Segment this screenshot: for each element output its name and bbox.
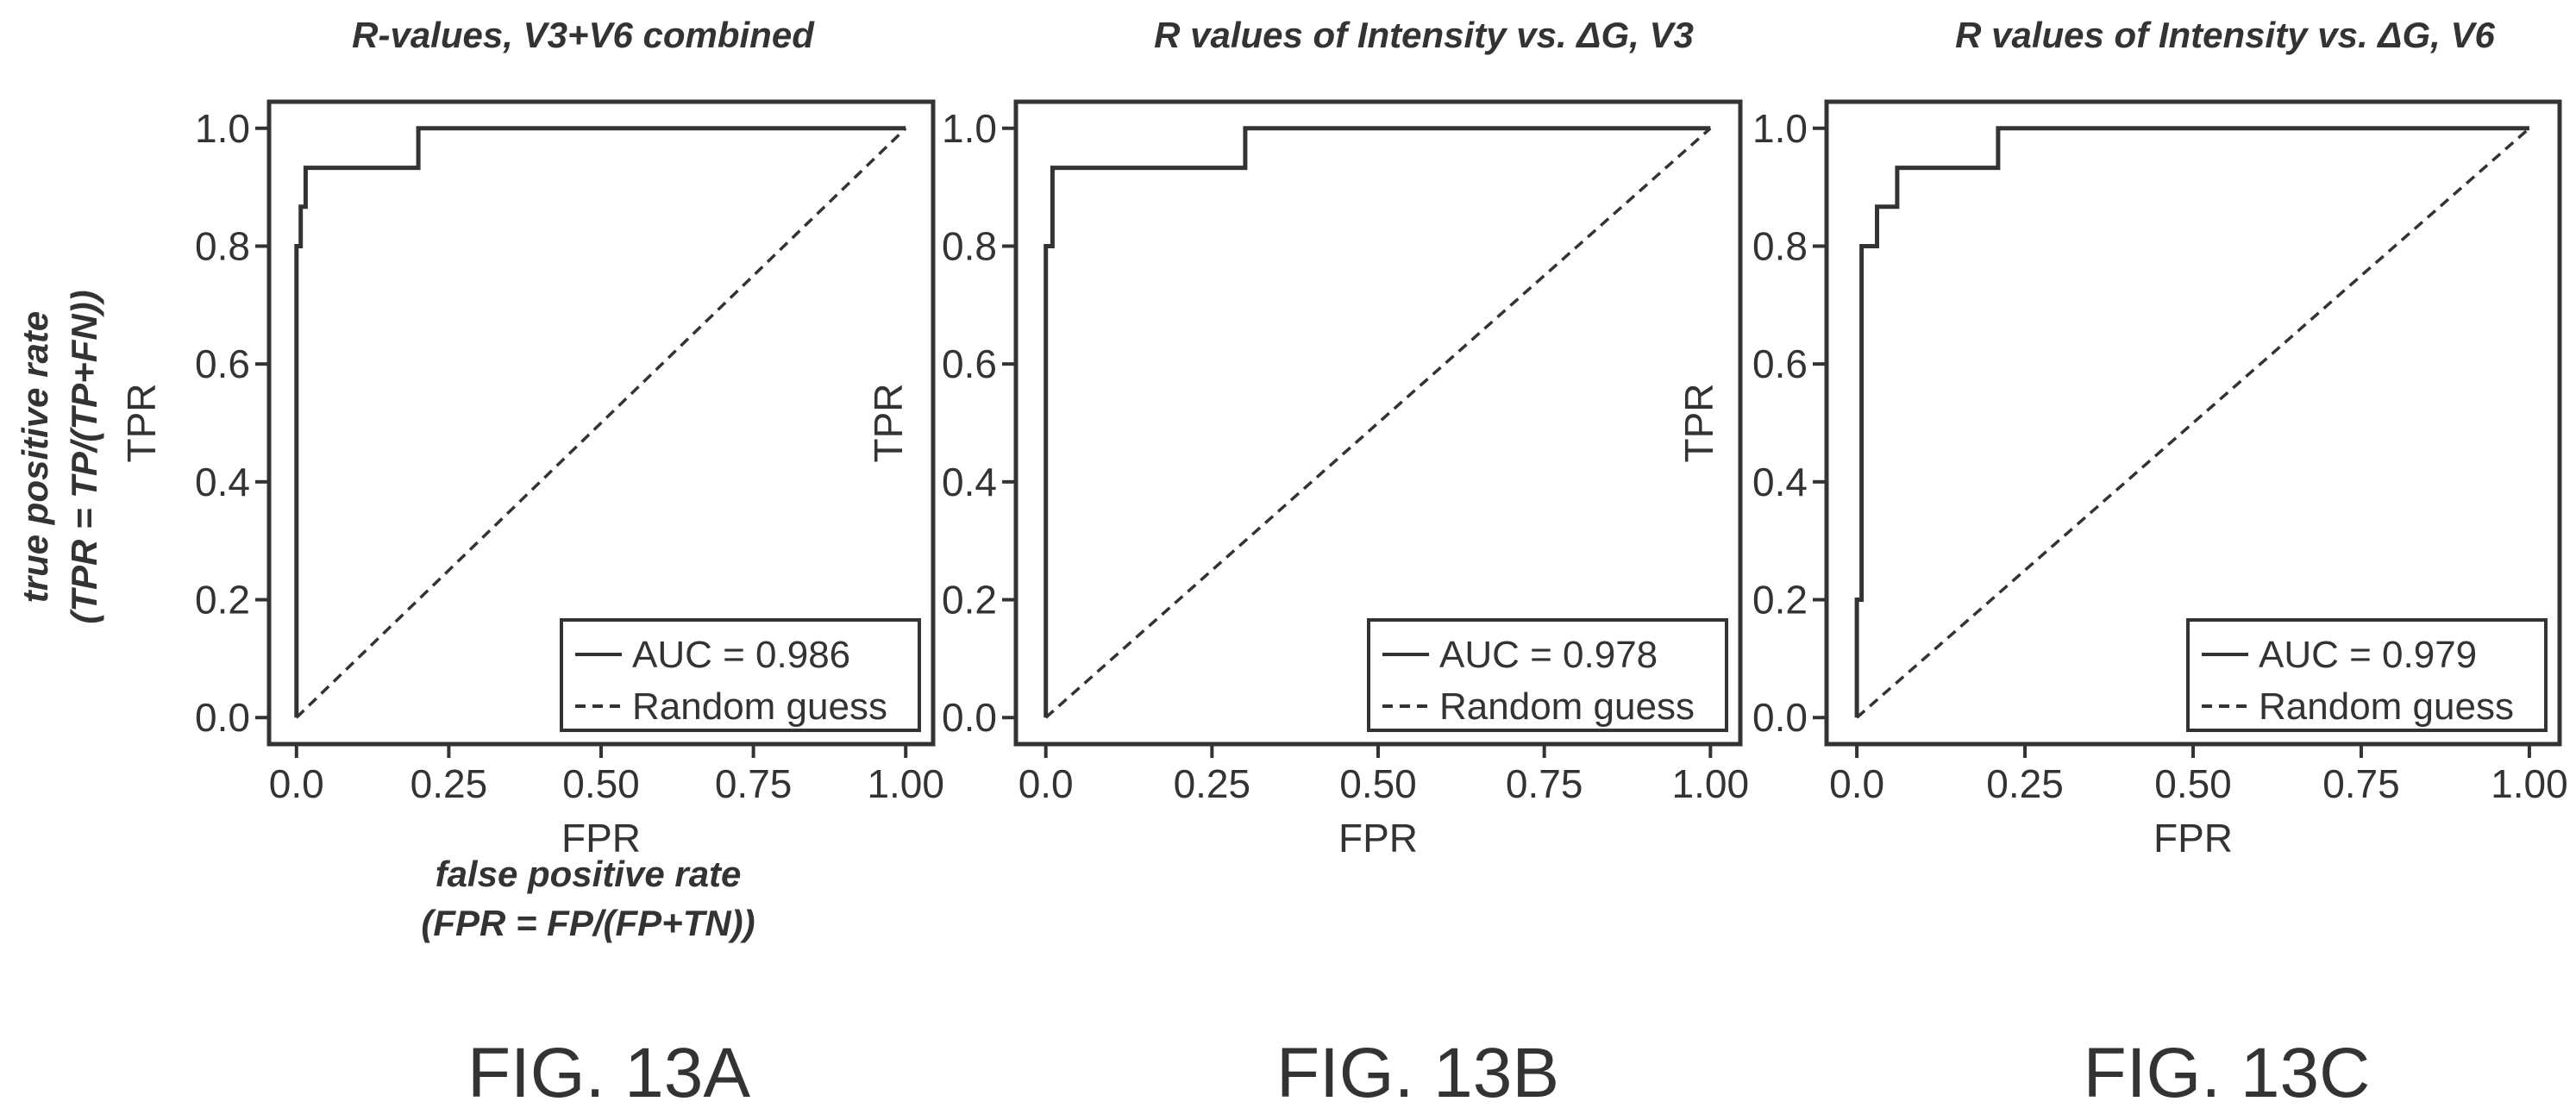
chart-b-x-tick-label: 0.75 xyxy=(1506,761,1583,806)
chart-c-x-tick-label: 0.25 xyxy=(1986,761,2064,806)
chart-a-y-tick-label: 0.8 xyxy=(195,223,250,268)
chart-c-x-axis-label: FPR xyxy=(2153,816,2233,861)
y-axis-note-line2: (TPR = TP/(TP+FN)) xyxy=(64,290,104,623)
chart-c-x-tick-label: 1.00 xyxy=(2491,761,2568,806)
chart-a-y-tick-label: 0.4 xyxy=(195,460,250,504)
chart-b-legend-entry: Random guess xyxy=(1439,685,1695,728)
chart-c-y-tick-label: 1.0 xyxy=(1752,106,1808,151)
chart-b-y-tick-label: 0.4 xyxy=(942,460,997,504)
chart-c-legend-box xyxy=(2186,618,2548,732)
chart-b-x-tick-label: 0.25 xyxy=(1174,761,1251,806)
chart-b-y-tick-label: 0.0 xyxy=(942,695,997,740)
chart-a-random-guess-line xyxy=(295,127,907,719)
chart-c-x-tick-label: 0.0 xyxy=(1829,761,1884,806)
chart-a-x-tick-label: 0.50 xyxy=(562,761,640,806)
chart-b-x-tick-label: 1.00 xyxy=(1672,761,1750,806)
chart-a-x-tick-label: 1.00 xyxy=(867,761,944,806)
x-axis-note-line1: false positive rate xyxy=(436,854,742,894)
x-axis-note-line2: (FPR = FP/(FP+TN)) xyxy=(421,903,755,943)
chart-a-x-tick-label: 0.0 xyxy=(269,761,324,806)
chart-c-x-tick-label: 0.50 xyxy=(2154,761,2232,806)
chart-c-title: R values of Intensity vs. ΔG, V6 xyxy=(1955,15,2495,55)
chart-c-y-tick-label: 0.2 xyxy=(1752,578,1808,623)
chart-a-y-axis-label: TPR xyxy=(119,384,164,463)
chart-b-roc-curve xyxy=(1044,126,1711,718)
chart-b-x-tick-label: 0.50 xyxy=(1339,761,1417,806)
chart-a-title: R-values, V3+V6 combined xyxy=(352,15,815,55)
chart-b-figure-label: FIG. 13B xyxy=(1276,1034,1559,1112)
chart-b-y-tick-label: 1.0 xyxy=(942,106,997,151)
chart-b-x-tick-label: 0.0 xyxy=(1018,761,1074,806)
chart-b-y-tick-label: 0.2 xyxy=(942,578,997,623)
chart-c-y-tick-label: 0.0 xyxy=(1752,695,1808,740)
chart-a-x-axis-label: FPR xyxy=(561,816,641,861)
chart-c-figure-label: FIG. 13C xyxy=(2084,1034,2371,1112)
chart-b-y-tick-label: 0.6 xyxy=(942,341,997,386)
chart-a-y-tick-label: 0.6 xyxy=(195,341,250,386)
chart-b-x-axis-label: FPR xyxy=(1338,816,1418,861)
chart-a-figure-label: FIG. 13A xyxy=(467,1034,750,1112)
chart-b-y-tick-label: 0.8 xyxy=(942,223,997,268)
chart-c-x-tick-label: 0.75 xyxy=(2322,761,2400,806)
chart-c-y-tick-label: 0.4 xyxy=(1752,460,1808,504)
chart-c-legend-entry: Random guess xyxy=(2259,685,2514,728)
chart-a-y-tick-label: 0.2 xyxy=(195,578,250,623)
chart-a-y-tick-label: 0.0 xyxy=(195,695,250,740)
chart-c-legend-entry: AUC = 0.979 xyxy=(2259,634,2477,676)
chart-b-legend-entry: AUC = 0.978 xyxy=(1439,634,1658,676)
chart-a-legend-box xyxy=(560,618,921,732)
chart-c-y-tick-label: 0.8 xyxy=(1752,223,1808,268)
chart-a-y-tick-label: 1.0 xyxy=(195,106,250,151)
chart-b-random-guess-line xyxy=(1044,127,1712,719)
chart-a-x-tick-label: 0.25 xyxy=(411,761,488,806)
y-axis-note-line1: true positive rate xyxy=(15,311,55,603)
chart-a-legend-entry: Random guess xyxy=(632,685,887,728)
chart-a-x-tick-label: 0.75 xyxy=(715,761,793,806)
chart-b-legend-box xyxy=(1367,618,1728,732)
chart-a-legend-entry: AUC = 0.986 xyxy=(632,634,850,676)
chart-c-y-tick-label: 0.6 xyxy=(1752,341,1808,386)
chart-b-title: R values of Intensity vs. ΔG, V3 xyxy=(1154,15,1694,55)
chart-b-y-axis-label: TPR xyxy=(866,384,911,463)
chart-a-roc-curve xyxy=(294,126,906,718)
chart-c-y-axis-label: TPR xyxy=(1677,384,1721,463)
chart-c-roc-curve xyxy=(1854,126,2529,718)
chart-c-random-guess-line xyxy=(1855,127,2531,719)
